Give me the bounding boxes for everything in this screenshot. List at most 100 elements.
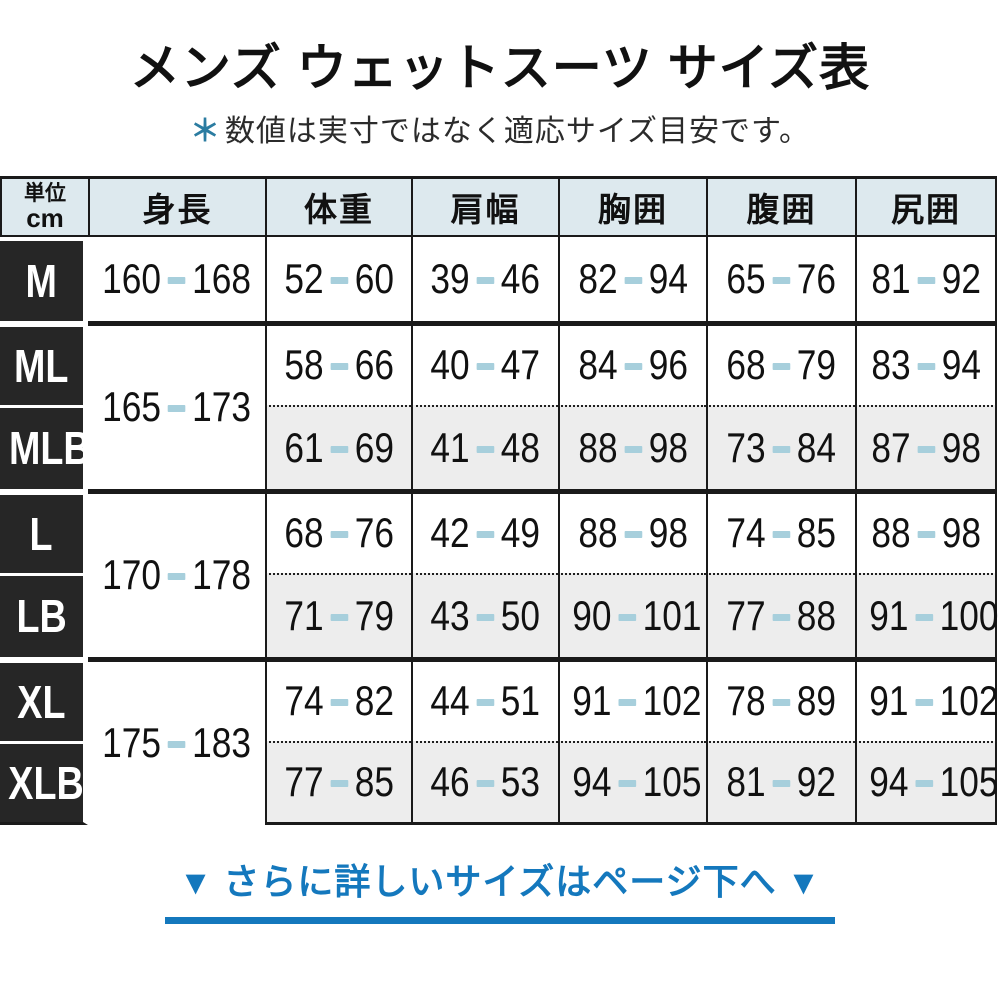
cell-l-hip: 88 98 (855, 488, 997, 573)
cell-m-chest: 82 94 (558, 236, 706, 321)
range-lo: 42 (430, 509, 470, 556)
cell-lb-chest: 90 101 (558, 572, 706, 657)
range-hi: 102 (642, 677, 702, 724)
range-hi: 88 (797, 591, 837, 639)
range-hi: 47 (501, 341, 541, 388)
cell-ml-mlb-height: 165 173 (88, 320, 265, 489)
range: 82 94 (578, 255, 688, 303)
cell-m-height: 160 168 (88, 236, 265, 321)
size-label-lb: LB (0, 572, 88, 657)
range-lo: 82 (578, 254, 618, 302)
range-dash (330, 445, 348, 453)
cell-ml-weight: 58 66 (265, 320, 411, 405)
page-title: メンズ ウェットスーツ サイズ表 (129, 40, 871, 96)
range-hi: 82 (354, 677, 394, 724)
range-lo: 88 (578, 423, 618, 471)
range-hi: 98 (941, 509, 981, 556)
range: 78 89 (727, 677, 837, 725)
range-dash (476, 363, 495, 370)
range-hi: 85 (354, 758, 394, 805)
table-row-lb: LB 71 79 43 50 90 101 77 88 91 100 (0, 572, 999, 657)
range-hi: 100 (939, 591, 999, 639)
range-lo: 81 (726, 758, 766, 805)
range-dash (624, 363, 642, 370)
range-dash (476, 613, 495, 621)
range-dash (917, 276, 935, 284)
range-dash (624, 445, 642, 453)
range: 81 92 (871, 255, 981, 303)
footer: ▼ さらに詳しいサイズはページ下へ ▼ (0, 853, 1000, 924)
note-asterisk-icon: ＊ (189, 114, 221, 148)
cell-xl-shoulder: 44 51 (411, 656, 558, 741)
cell-mlb-hip: 87 98 (855, 404, 997, 489)
range: 61 69 (284, 424, 394, 472)
range-dash (476, 445, 495, 453)
range-dash (476, 276, 495, 284)
range-lo: 74 (726, 509, 766, 556)
range-hi: 183 (192, 719, 251, 766)
range-lo: 77 (284, 758, 324, 805)
cell-mlb-chest: 88 98 (558, 404, 706, 489)
range: 77 88 (727, 592, 837, 640)
range: 40 47 (431, 341, 541, 389)
range-dash (772, 613, 791, 621)
range: 90 101 (572, 592, 701, 640)
range: 39 46 (431, 255, 541, 303)
range: 42 49 (431, 509, 541, 557)
range: 83 94 (871, 341, 981, 389)
range-lo: 40 (430, 341, 470, 388)
range-lo: 78 (726, 677, 766, 724)
range-hi: 69 (354, 423, 394, 471)
range-hi: 48 (501, 423, 541, 471)
range-hi: 94 (941, 341, 981, 388)
range-dash (624, 276, 642, 284)
range-lo: 91 (572, 677, 612, 724)
note: ＊数値は実寸ではなく適応サイズ目安です。 (0, 106, 1000, 150)
unit-header-cell: 単位 cm (0, 175, 88, 237)
range-dash (167, 741, 186, 748)
range-lo: 71 (284, 591, 324, 639)
range-lo: 90 (572, 591, 612, 639)
col-header-height: 身長 (88, 175, 265, 237)
range-dash (330, 276, 348, 284)
range: 84 96 (578, 341, 688, 389)
range-lo: 94 (869, 758, 909, 805)
col-header-chest: 胸囲 (558, 175, 706, 237)
col-header-belly: 腹囲 (706, 175, 855, 237)
range-hi: 98 (648, 423, 688, 471)
cell-xlb-hip: 94 105 (855, 740, 998, 825)
range: 71 79 (284, 592, 394, 640)
cell-l-lb-height: 170 178 (88, 488, 265, 657)
range-dash (476, 699, 495, 706)
cell-xlb-belly: 81 92 (706, 740, 855, 825)
table-row-l: L 170 178 68 76 42 49 88 98 74 85 88 98 (0, 488, 997, 657)
range-hi: 89 (797, 677, 837, 724)
cell-xl-xlb-height: 175 183 (88, 656, 265, 825)
range: 68 76 (284, 509, 394, 557)
range: 81 92 (727, 758, 837, 806)
range-dash (915, 699, 933, 706)
range-lo: 91 (869, 591, 909, 639)
range-lo: 91 (869, 677, 909, 724)
range-lo: 58 (284, 341, 324, 388)
range-hi: 79 (354, 591, 394, 639)
cell-m-shoulder: 39 46 (411, 236, 558, 321)
table-row-mlb: MLB 61 69 41 48 88 98 73 84 87 98 (0, 404, 997, 489)
range-lo: 61 (284, 423, 324, 471)
range-dash (618, 613, 636, 621)
cell-mlb-shoulder: 41 48 (411, 404, 558, 489)
jump-to-bottom-link[interactable]: ▼ さらに詳しいサイズはページ下へ ▼ (164, 853, 836, 924)
unit-label-bottom: cm (26, 202, 64, 233)
range-lo: 52 (284, 254, 324, 302)
jump-link-label: さらに詳しいサイズはページ下へ (223, 860, 777, 902)
cell-xl-weight: 74 82 (265, 656, 411, 741)
range-hi: 101 (642, 591, 702, 639)
col-header-hip: 尻囲 (855, 175, 997, 237)
range-dash (772, 363, 791, 370)
cell-xl-chest: 91 102 (558, 656, 706, 741)
range-dash (917, 445, 935, 453)
table-row-xlb: XLB 77 85 46 53 94 105 81 92 94 105 (0, 740, 998, 825)
range-lo: 43 (430, 591, 470, 639)
range-dash (476, 531, 495, 538)
size-label-mlb: MLB (0, 404, 91, 489)
